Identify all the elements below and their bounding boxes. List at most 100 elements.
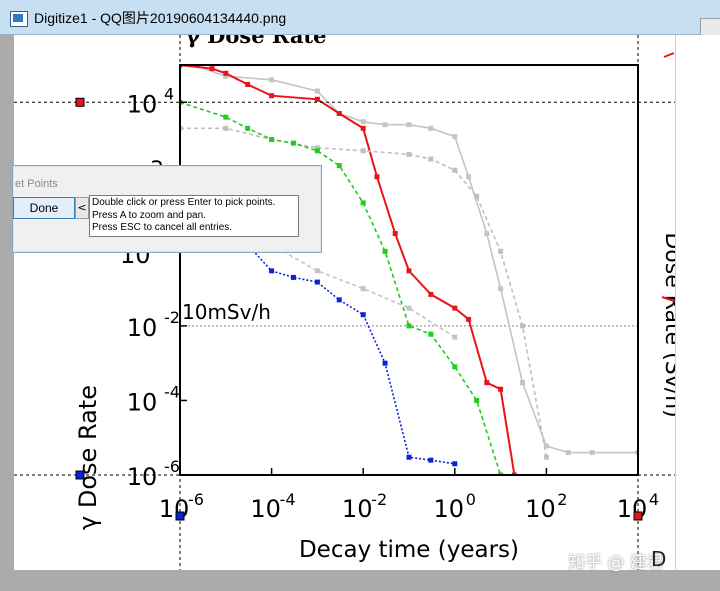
watermark-text: 知乎 @ 建君 bbox=[568, 553, 664, 573]
data-point bbox=[269, 93, 275, 99]
x-tick-label: 10 bbox=[159, 495, 190, 523]
data-point bbox=[382, 122, 388, 128]
data-point bbox=[269, 268, 275, 274]
data-point bbox=[360, 286, 366, 292]
chart-svg[interactable]: 10-610-410-210010210410-610-410-2104310D… bbox=[14, 35, 675, 570]
image-canvas[interactable]: 10-610-410-210010210410-610-410-2104310D… bbox=[14, 35, 675, 570]
data-point bbox=[314, 145, 320, 151]
y-tick-label: 10 bbox=[127, 463, 158, 491]
data-point bbox=[269, 77, 275, 83]
data-point bbox=[406, 151, 412, 157]
horizontal-scrollbar-area[interactable] bbox=[0, 570, 720, 591]
window-app-icon bbox=[10, 11, 28, 27]
x-tick-label-exponent: -4 bbox=[280, 490, 296, 509]
data-point bbox=[223, 125, 229, 131]
data-point bbox=[314, 148, 320, 154]
data-point bbox=[314, 279, 320, 285]
y-tick-label: 10 bbox=[127, 314, 158, 342]
right-axis-title: Dose Rate (Sv/h) bbox=[660, 232, 675, 417]
x-tick-label: 10 bbox=[525, 495, 556, 523]
data-point bbox=[428, 291, 434, 297]
data-point bbox=[269, 137, 275, 143]
right-margin-area bbox=[675, 35, 720, 570]
series-group bbox=[180, 65, 638, 456]
data-point bbox=[406, 122, 412, 128]
data-point bbox=[360, 200, 366, 206]
y-tick-label-exponent: -6 bbox=[164, 457, 180, 476]
data-point bbox=[245, 125, 251, 131]
x-tick-label-exponent: 2 bbox=[557, 490, 567, 509]
series-group bbox=[180, 231, 458, 467]
data-point bbox=[290, 274, 296, 280]
data-point bbox=[314, 96, 320, 102]
data-point bbox=[374, 174, 380, 180]
series-line bbox=[180, 232, 455, 465]
x-tick-label: 10 bbox=[342, 495, 373, 523]
data-point bbox=[452, 305, 458, 311]
calibration-marker-x1[interactable] bbox=[175, 511, 185, 521]
title-bar[interactable]: Digitize1 - QQ图片20190604134440.png bbox=[0, 0, 720, 35]
x-tick-label: 10 bbox=[250, 495, 281, 523]
collapse-button[interactable]: < bbox=[75, 197, 89, 219]
data-point bbox=[452, 134, 458, 140]
data-point bbox=[336, 297, 342, 303]
data-point bbox=[466, 316, 472, 322]
data-point bbox=[498, 286, 504, 292]
data-point bbox=[498, 472, 504, 475]
data-point bbox=[498, 248, 504, 254]
data-point bbox=[635, 450, 638, 456]
data-point bbox=[466, 174, 472, 180]
data-point bbox=[565, 450, 571, 456]
data-point bbox=[406, 454, 412, 460]
data-point bbox=[290, 140, 296, 146]
data-point bbox=[589, 450, 595, 456]
done-button[interactable]: Done bbox=[13, 197, 75, 219]
y-tick-label: 10 bbox=[127, 388, 158, 416]
y-tick-label: 10 bbox=[127, 90, 158, 118]
data-point bbox=[360, 312, 366, 318]
x-tick-label-exponent: -6 bbox=[188, 490, 204, 509]
data-point bbox=[223, 114, 229, 120]
x-tick-label-exponent: 0 bbox=[466, 490, 476, 509]
y-tick-label-exponent: 4 bbox=[164, 84, 174, 103]
x-tick-label-exponent: -2 bbox=[371, 490, 387, 509]
data-point bbox=[428, 331, 434, 337]
watermark-logo: D bbox=[651, 547, 667, 571]
series-group bbox=[180, 65, 517, 475]
data-point bbox=[223, 70, 229, 76]
calibration-marker-y2[interactable] bbox=[75, 470, 85, 480]
y-tick-label-exponent: -4 bbox=[164, 382, 180, 401]
data-point bbox=[382, 360, 388, 366]
data-point bbox=[180, 65, 183, 68]
data-point bbox=[543, 454, 549, 460]
data-point bbox=[543, 443, 549, 449]
calibration-marker-x2[interactable] bbox=[633, 511, 643, 521]
calibration-marker-y1[interactable] bbox=[75, 97, 85, 107]
x-tick-label: 10 bbox=[617, 495, 648, 523]
data-point bbox=[223, 73, 229, 79]
data-point bbox=[336, 110, 342, 116]
data-point bbox=[382, 248, 388, 254]
data-point bbox=[519, 323, 525, 329]
instruction-line: Double click or press Enter to pick poin… bbox=[92, 197, 276, 208]
data-point bbox=[474, 193, 480, 199]
x-tick-label: 10 bbox=[434, 495, 465, 523]
x-axis-title: Decay time (years) bbox=[299, 537, 519, 563]
pick-points-dialog: et Points Done < Double click or press E… bbox=[12, 165, 322, 253]
data-point bbox=[406, 305, 412, 311]
data-point bbox=[314, 268, 320, 274]
edge-mark bbox=[661, 52, 675, 302]
dialog-title: et Points bbox=[15, 178, 58, 190]
data-point bbox=[452, 461, 458, 467]
instructions-box: Double click or press Enter to pick poin… bbox=[89, 195, 299, 237]
data-point bbox=[452, 167, 458, 173]
instruction-line: Press A to zoom and pan. bbox=[92, 209, 206, 221]
data-point bbox=[392, 231, 398, 237]
data-point bbox=[245, 81, 251, 87]
data-point bbox=[484, 231, 490, 237]
threshold-label: 10mSv/h bbox=[182, 300, 271, 324]
data-point bbox=[180, 125, 183, 131]
data-point bbox=[428, 156, 434, 162]
x-tick-label-exponent: 4 bbox=[649, 490, 659, 509]
